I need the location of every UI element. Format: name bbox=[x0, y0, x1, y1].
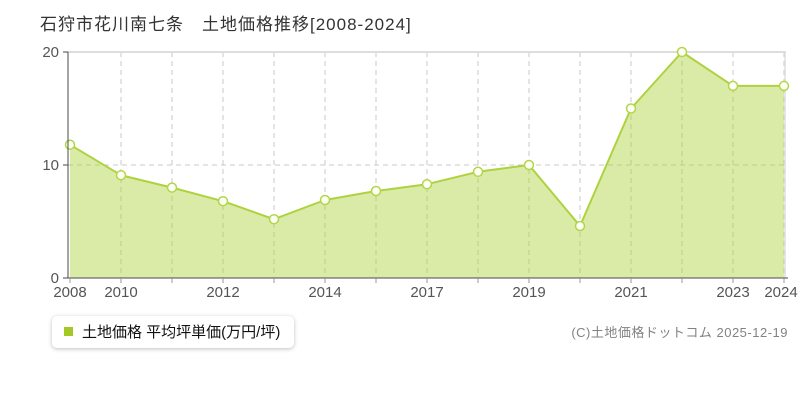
land-price-chart: 0 10 20 2008 2010 2012 2014 2017 2019 2021 2023 202… bbox=[42, 44, 797, 301]
y-tick-labels: 0 10 20 bbox=[42, 44, 59, 287]
data-point bbox=[217, 195, 229, 207]
y-tick-label: 20 bbox=[42, 44, 59, 61]
data-point bbox=[778, 80, 790, 92]
data-point bbox=[574, 220, 586, 232]
area-fill bbox=[70, 52, 784, 278]
x-tick-label: 2019 bbox=[512, 284, 545, 301]
axes bbox=[63, 51, 788, 283]
data-point bbox=[472, 166, 484, 178]
page-title: 石狩市花川南七条 土地価格推移[2008-2024] bbox=[40, 15, 412, 34]
data-point bbox=[727, 80, 739, 92]
x-tick-label: 2024 bbox=[764, 284, 797, 301]
x-tick-labels: 2008 2010 2012 2014 2017 2019 2021 2023 2024 bbox=[53, 284, 797, 301]
y-tick-label: 0 bbox=[51, 270, 59, 287]
copyright-text: (C)土地価格ドットコム 2025-12-19 bbox=[571, 325, 788, 340]
data-points bbox=[64, 46, 790, 232]
data-point bbox=[268, 213, 280, 225]
x-tick-label: 2010 bbox=[104, 284, 137, 301]
x-tick-label: 2021 bbox=[614, 284, 647, 301]
data-point bbox=[523, 159, 535, 171]
legend-label: 土地価格 平均坪単価(万円/坪) bbox=[82, 324, 281, 341]
data-point bbox=[421, 178, 433, 190]
data-point bbox=[370, 185, 382, 197]
x-tick-label: 2023 bbox=[716, 284, 749, 301]
data-point bbox=[64, 139, 76, 150]
x-tick-label: 2008 bbox=[53, 284, 86, 301]
x-tick-label: 2014 bbox=[308, 284, 341, 301]
data-point bbox=[676, 46, 688, 58]
legend: 土地価格 平均坪単価(万円/坪) bbox=[52, 316, 295, 348]
y-tick-label: 10 bbox=[42, 157, 59, 174]
data-point bbox=[319, 194, 331, 206]
data-point bbox=[625, 103, 637, 114]
gridlines bbox=[68, 52, 785, 278]
x-tick-label: 2017 bbox=[410, 284, 443, 301]
data-point bbox=[115, 169, 127, 181]
legend-marker-icon bbox=[64, 327, 73, 336]
x-tick-label: 2012 bbox=[206, 284, 239, 301]
data-point bbox=[166, 182, 178, 193]
